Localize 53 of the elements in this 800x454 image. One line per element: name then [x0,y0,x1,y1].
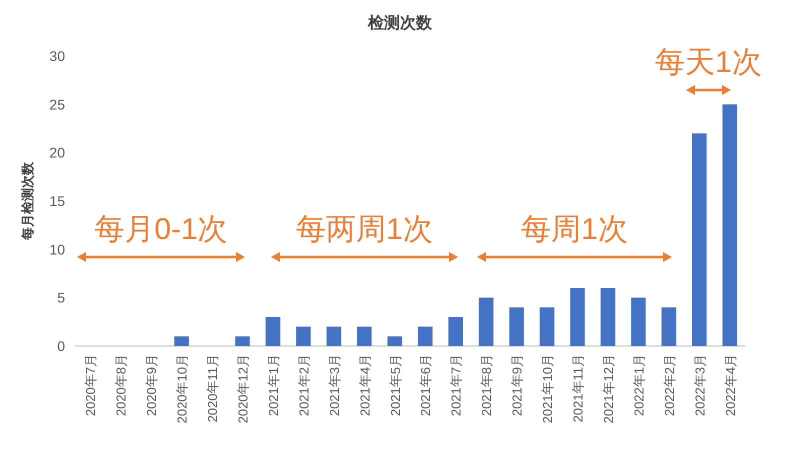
x-tick-label: 2020年8月 [114,354,129,416]
annotation: 每周1次 [521,213,628,246]
bar [448,317,463,346]
bar [296,326,311,346]
bar [540,307,554,346]
x-tick-label: 2020年12月 [236,354,250,424]
annotation: 每天1次 [655,46,762,79]
x-tick-label: 2022年1月 [631,354,646,416]
x-tick-label: 2022年4月 [722,354,738,416]
y-tick-label: 0 [57,338,66,354]
bar [357,326,372,346]
annotation: 每月0-1次 [94,213,228,246]
x-tick-label: 2021年1月 [266,354,281,416]
x-tick-label: 2021年8月 [479,354,494,416]
bar [235,336,250,346]
x-tick-label: 2020年10月 [174,354,190,424]
x-tick-label: 2021年6月 [418,354,434,416]
bar [692,133,707,346]
y-tick-label: 20 [49,144,66,161]
y-axis-title: 每月检测次数 [20,161,35,241]
x-tick-label: 2021年12月 [600,354,616,424]
annotation: 每两周1次 [296,213,433,246]
x-tick-label: 2021年7月 [448,354,464,416]
y-tick-label: 15 [49,193,66,209]
bar [326,326,342,346]
y-tick-label: 10 [49,241,66,258]
y-tick-label: 5 [57,290,66,306]
bar [722,104,738,346]
bar [509,307,524,346]
x-tick-label: 2021年4月 [357,354,372,416]
bar [631,298,646,346]
x-tick-label: 2020年9月 [144,354,160,416]
chart-title: 检测次数 [367,14,433,32]
x-tick-label: 2020年11月 [205,354,220,422]
bar [478,298,494,346]
x-tick-label: 2021年11月 [570,354,586,422]
bar [174,336,189,346]
x-tick-label: 2021年5月 [388,354,403,416]
x-tick-label: 2020年7月 [83,354,98,416]
bar [418,326,433,346]
y-tick-label: 25 [49,96,66,112]
x-tick-label: 2022年2月 [662,354,677,416]
y-tick-label: 30 [49,48,66,64]
bar [600,288,616,346]
bar [387,336,402,346]
x-tick-label: 2022年3月 [692,354,708,416]
bar [266,317,280,346]
x-tick-label: 2021年9月 [510,354,525,416]
x-tick-label: 2021年10月 [540,354,556,424]
bar [662,307,676,346]
x-tick-label: 2021年3月 [326,354,342,416]
x-tick-label: 2021年2月 [296,354,312,416]
bar [570,288,585,346]
